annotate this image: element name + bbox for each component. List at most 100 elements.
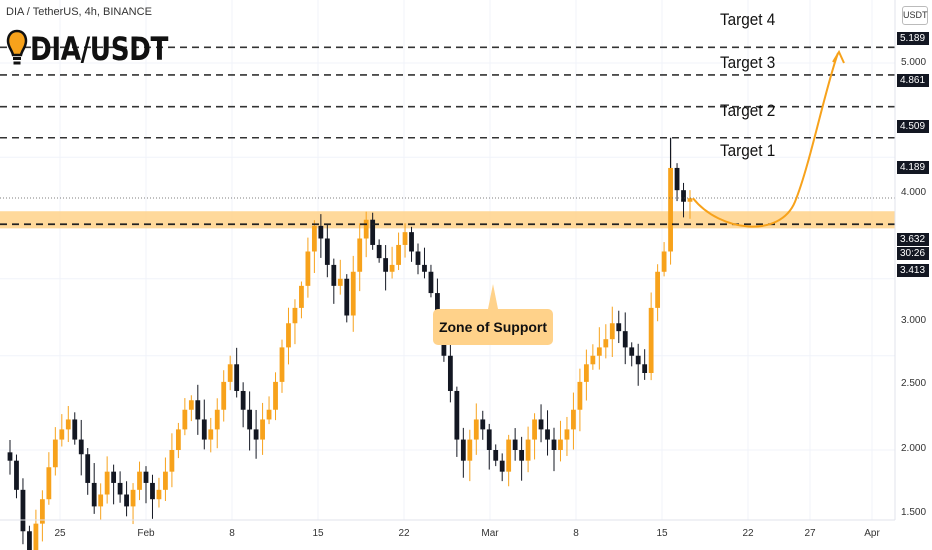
- candle-body: [635, 355, 641, 365]
- target-4-price-tag: 5.189: [897, 32, 929, 45]
- candle-body: [629, 347, 635, 356]
- candle-body: [590, 355, 596, 365]
- x-tick: Feb: [137, 528, 155, 539]
- candle-body: [253, 429, 259, 440]
- candle-body: [402, 232, 408, 245]
- candle-body: [318, 225, 324, 239]
- candle-body: [357, 238, 363, 272]
- candle-body: [422, 264, 427, 272]
- candle-body: [383, 258, 389, 272]
- candle-body: [493, 450, 499, 461]
- x-tick: 8: [229, 528, 235, 539]
- target-3-label: Target 3: [720, 53, 776, 72]
- candle-body: [137, 471, 142, 490]
- candle-body: [14, 460, 19, 490]
- x-tick: Apr: [864, 528, 880, 539]
- x-tick: 27: [804, 528, 816, 539]
- candle-body: [201, 419, 207, 440]
- candle-body: [156, 489, 162, 500]
- candle-body: [506, 439, 512, 472]
- candle-body: [350, 271, 356, 316]
- candle-body: [331, 264, 337, 286]
- candle-body: [655, 271, 661, 308]
- candle-body: [104, 471, 110, 495]
- candle-body: [52, 439, 58, 468]
- candle-body: [577, 381, 583, 410]
- zone-of-support-label: Zone of Support: [433, 309, 553, 345]
- countdown-tag: 30:26: [897, 247, 929, 260]
- candle-body: [616, 323, 622, 332]
- candle-body: [512, 439, 518, 450]
- candle-body: [486, 429, 492, 450]
- candle-body: [370, 219, 376, 245]
- candle-body: [596, 347, 602, 356]
- candle-body: [279, 347, 285, 382]
- candle-body: [20, 489, 26, 532]
- candle-body: [558, 439, 563, 450]
- candle-body: [292, 307, 298, 324]
- candle-body: [389, 264, 395, 272]
- candle-body: [583, 364, 589, 382]
- currency-badge[interactable]: USDT: [902, 6, 928, 25]
- candlestick-series: [7, 137, 693, 550]
- candle-body: [337, 278, 343, 286]
- x-tick: 25: [54, 528, 66, 539]
- candle-body: [564, 429, 570, 440]
- candle-body: [363, 219, 369, 239]
- y-tick: 4.000: [901, 187, 927, 198]
- candle-body: [195, 400, 201, 420]
- candle-body: [78, 439, 84, 455]
- candle-body: [27, 531, 32, 550]
- candle-body: [111, 471, 117, 483]
- candle-body: [460, 439, 466, 461]
- projection-arrowhead: [832, 49, 845, 64]
- candle-body: [571, 409, 576, 430]
- candle-body: [305, 251, 311, 286]
- candle-body: [409, 232, 414, 252]
- candle-body: [59, 429, 65, 440]
- y-tick: 5.000: [901, 57, 927, 68]
- candle-body: [668, 167, 673, 252]
- target-3-price-tag: 4.861: [897, 74, 929, 87]
- candle-body: [428, 271, 434, 294]
- candle-body: [396, 244, 401, 265]
- candle-body: [538, 419, 544, 430]
- candle-body: [525, 439, 531, 461]
- candle-body: [65, 419, 71, 430]
- candle-body: [240, 390, 246, 410]
- candle-body: [648, 307, 654, 373]
- candle-body: [208, 429, 214, 440]
- candle-body: [311, 225, 317, 252]
- target-1-label: Target 1: [720, 141, 776, 160]
- candle-body: [46, 467, 52, 500]
- x-tick: 15: [312, 528, 324, 539]
- candle-body: [273, 381, 278, 410]
- candle-body: [681, 190, 686, 202]
- candle-body: [260, 419, 265, 440]
- candle-body: [188, 400, 194, 410]
- target-level-lines: [0, 46, 895, 226]
- chart-logo: DIA/USDT: [6, 28, 198, 70]
- y-tick: 2.500: [901, 378, 927, 389]
- x-tick: Mar: [481, 528, 499, 539]
- chart-grid: [0, 0, 895, 520]
- support-price-tag: 3.413: [897, 264, 929, 277]
- target-2-price-tag: 4.509: [897, 120, 929, 133]
- y-tick: 1.500: [901, 507, 927, 518]
- logo-text: DIA/USDT: [30, 30, 169, 68]
- candle-body: [143, 471, 149, 483]
- candle-body: [324, 238, 330, 265]
- candle-body: [169, 450, 175, 472]
- candle-body: [299, 285, 304, 308]
- lightbulb-icon: [6, 29, 28, 65]
- candle-body: [674, 167, 680, 191]
- candle-body: [622, 331, 628, 348]
- candle-body: [467, 439, 473, 461]
- candle-body: [85, 454, 91, 483]
- candle-body: [39, 499, 45, 524]
- x-tick: 22: [742, 528, 754, 539]
- candle-body: [551, 439, 557, 450]
- candle-body: [642, 364, 648, 373]
- candle-body: [33, 523, 39, 550]
